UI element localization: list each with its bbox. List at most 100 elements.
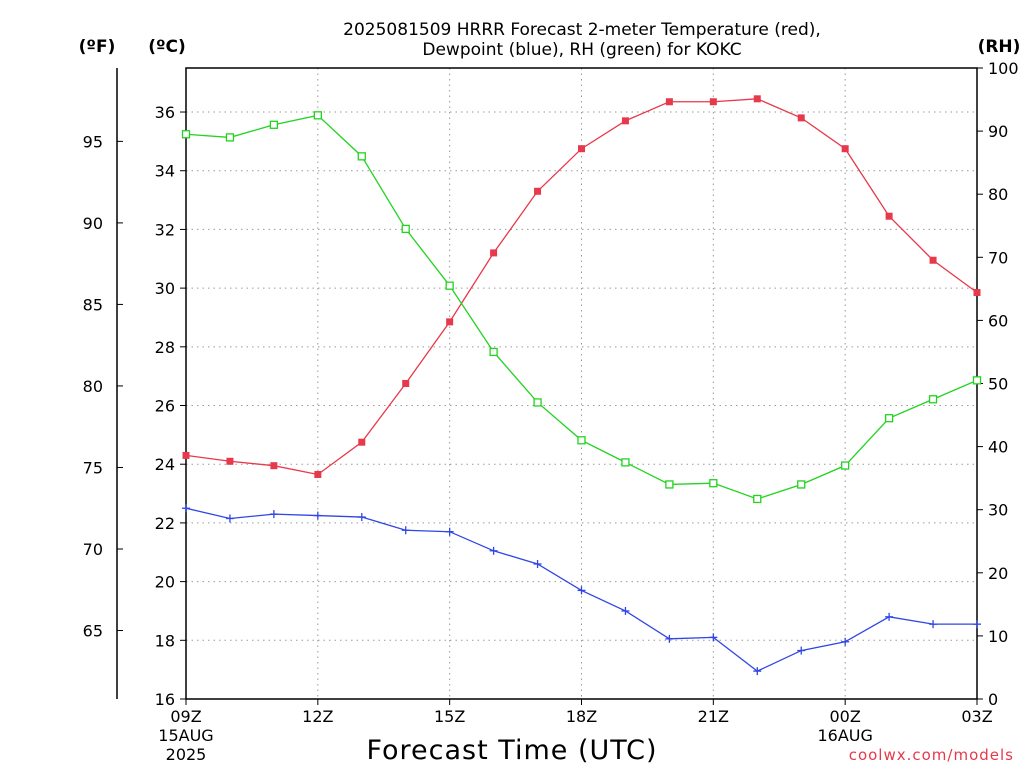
celsius-tick-label: 28 — [155, 338, 175, 357]
fahrenheit-tick-label: 90 — [83, 214, 103, 233]
temperature-point — [578, 145, 585, 153]
dewpoint-point — [797, 646, 806, 655]
x-tick-label: 12Z — [302, 707, 333, 726]
rh-tick-label: 20 — [988, 564, 1008, 583]
temperature-point — [226, 457, 234, 465]
rh-point — [401, 224, 410, 234]
temperature-point — [270, 462, 278, 470]
fahrenheit-tick-label: 75 — [83, 458, 103, 477]
x-tick-label: 00Z — [830, 707, 861, 726]
dewpoint-point — [445, 527, 454, 536]
dewpoint-point — [753, 667, 762, 676]
celsius-tick-label: 36 — [155, 103, 175, 122]
rh-point — [489, 347, 498, 357]
temperature-point — [973, 289, 981, 297]
x-tick-year-label: 2025 — [166, 745, 207, 764]
rh-point — [269, 120, 279, 129]
rh-unit-label: (RH) — [978, 37, 1021, 57]
fahrenheit-tick-label: 65 — [83, 622, 103, 641]
chart-title-line2: Dewpoint (blue), RH (green) for KOKC — [422, 40, 741, 60]
rh-point — [797, 480, 806, 489]
dewpoint-point — [313, 511, 322, 520]
rh-point — [533, 398, 542, 407]
temperature-point — [446, 318, 454, 326]
x-axis-label: Forecast Time (UTC) — [366, 735, 657, 766]
rh-tick-label: 70 — [988, 248, 1008, 267]
celsius-tick-label: 26 — [155, 397, 175, 416]
celsius-tick-label: 18 — [155, 631, 175, 650]
rh-point — [445, 281, 454, 290]
rh-point — [621, 458, 630, 467]
dewpoint-point — [533, 559, 542, 568]
celsius-unit-label: (ºC) — [148, 37, 186, 57]
rh-point — [841, 461, 850, 470]
rh-point — [884, 414, 894, 423]
x-tick-label: 09Z — [170, 707, 201, 726]
x-tick-label: 03Z — [961, 707, 992, 726]
x-tick-label: 15Z — [434, 707, 465, 726]
dewpoint-point — [665, 634, 674, 643]
rh-point — [753, 494, 762, 504]
dewpoint-series — [182, 504, 981, 676]
fahrenheit-tick-label: 80 — [83, 377, 103, 396]
rh-point — [181, 130, 191, 139]
dewpoint-point — [709, 633, 718, 642]
celsius-tick-label: 16 — [155, 690, 175, 709]
dewpoint-point — [357, 513, 366, 522]
x-tick-label: 21Z — [698, 707, 729, 726]
temperature-point — [182, 451, 190, 459]
celsius-tick-label: 20 — [155, 573, 175, 592]
temperature-point — [797, 114, 805, 122]
rh-point — [225, 133, 235, 142]
temperature-point — [665, 98, 673, 106]
rh-tick-label: 90 — [988, 122, 1008, 141]
temperature-point — [534, 187, 542, 195]
rh-tick-label: 80 — [988, 185, 1008, 204]
temperature-series — [182, 95, 981, 478]
rh-point — [577, 436, 586, 445]
dewpoint-point — [885, 612, 894, 621]
fahrenheit-tick-label: 70 — [83, 540, 103, 559]
rh-point — [928, 395, 938, 404]
rh-point — [665, 480, 674, 489]
temperature-point — [314, 470, 322, 478]
dewpoint-point — [269, 510, 278, 519]
chart-title-line1: 2025081509 HRRR Forecast 2-meter Tempera… — [343, 20, 821, 40]
rh-tick-label: 40 — [988, 438, 1008, 457]
temperature-point — [621, 117, 629, 125]
dewpoint-point — [225, 514, 234, 523]
celsius-tick-label: 22 — [155, 514, 175, 533]
data-series — [181, 95, 982, 676]
temperature-point — [885, 212, 893, 220]
temperature-point — [490, 249, 498, 257]
rh-point — [313, 111, 322, 120]
rh-point — [972, 376, 982, 385]
fahrenheit-unit-label: (ºF) — [79, 37, 116, 57]
celsius-tick-label: 24 — [155, 455, 175, 474]
dewpoint-point — [929, 620, 938, 629]
rh-point — [709, 479, 718, 488]
credit-label: coolwx.com/models — [849, 746, 1014, 764]
rh-tick-label: 0 — [988, 690, 998, 709]
celsius-tick-label: 30 — [155, 279, 175, 298]
temperature-point — [841, 145, 849, 153]
dewpoint-point — [401, 526, 410, 535]
rh-tick-label: 60 — [988, 311, 1008, 330]
x-tick-label: 18Z — [566, 707, 597, 726]
rh-tick-label: 10 — [988, 627, 1008, 646]
fahrenheit-tick-label: 85 — [83, 295, 103, 314]
tick-labels: 16 18 20 22 24 26 28 30 32 34 36 65 70 75 80 85 90 95 0 10 2… — [83, 59, 1019, 764]
dewpoint-point — [973, 620, 981, 629]
temperature-point — [709, 98, 717, 106]
rh-series — [181, 111, 982, 504]
celsius-tick-label: 32 — [155, 220, 175, 239]
dewpoint-point — [577, 586, 586, 595]
x-tick-date-label: 16AUG — [817, 726, 872, 745]
rh-tick-label: 30 — [988, 501, 1008, 520]
dewpoint-point — [841, 637, 850, 646]
x-tick-date-label: 15AUG — [158, 726, 213, 745]
rh-tick-label: 100 — [988, 59, 1019, 78]
dewpoint-point — [182, 504, 190, 513]
